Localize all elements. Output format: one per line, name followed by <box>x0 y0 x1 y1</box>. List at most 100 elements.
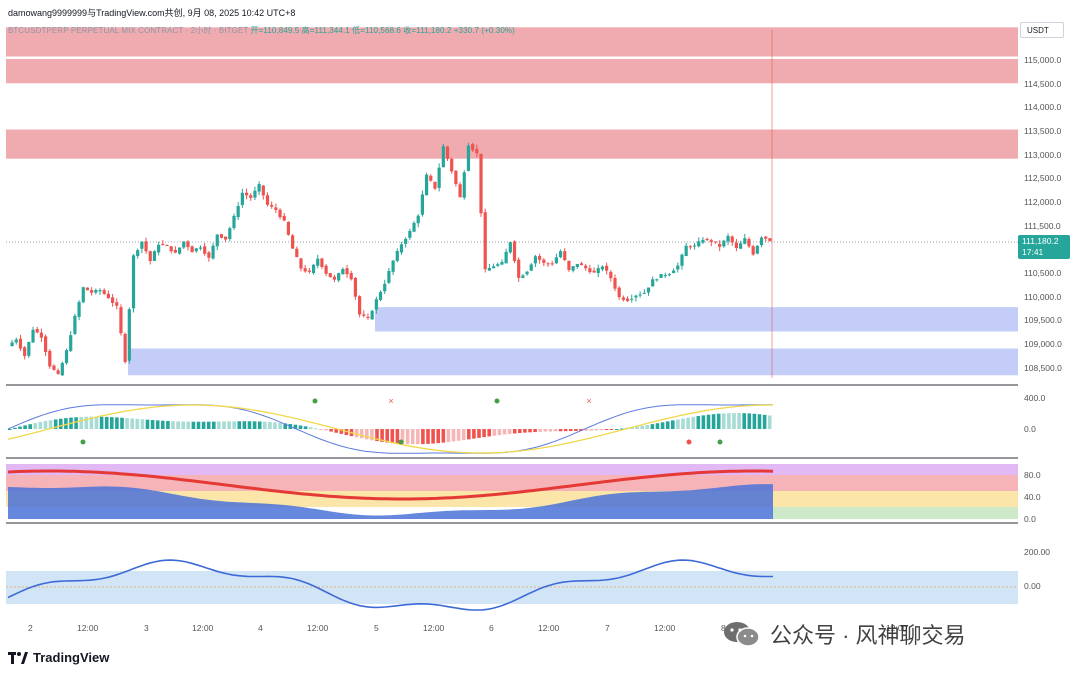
candle-body <box>249 195 253 198</box>
candle-body <box>211 245 215 259</box>
candle-body <box>667 274 672 276</box>
macd-histogram-bar <box>150 420 155 429</box>
candle-body <box>538 256 542 260</box>
symbol-info[interactable]: BTCUSDTPERP PERPETUAL MIX CONTRACT · 2小时… <box>8 25 515 36</box>
candle-body <box>43 336 48 353</box>
macd-histogram-bar <box>451 429 456 442</box>
macd-histogram-bar <box>757 414 762 429</box>
candle-body <box>441 146 445 168</box>
candle-body <box>584 265 588 269</box>
macd-histogram-bar <box>630 427 634 429</box>
macd-histogram-bar <box>767 415 772 429</box>
wechat-watermark: 公众号 · 风神聊交易 <box>722 618 966 650</box>
macd-histogram-bar <box>171 421 175 429</box>
candle-body <box>575 263 579 267</box>
macd-histogram-bar <box>523 429 527 433</box>
candle-body <box>743 238 747 244</box>
candle-body <box>617 287 621 298</box>
macd-histogram-bar <box>645 424 650 429</box>
candle-body <box>466 145 471 171</box>
candle-body <box>219 234 224 238</box>
macd-histogram-bar <box>502 429 507 435</box>
macd-histogram-bar <box>324 429 328 431</box>
candle-body <box>56 370 60 374</box>
cci-band <box>6 571 1018 604</box>
candle-body <box>182 241 186 248</box>
macd-histogram-bar <box>125 418 129 429</box>
macd-histogram-bar <box>329 429 333 432</box>
macd-histogram-bar <box>120 417 124 429</box>
symbol-name: BTCUSDTPERP PERPETUAL MIX CONTRACT · 2小时… <box>8 26 249 35</box>
macd-histogram-bar <box>18 426 22 429</box>
time-tick: 3 <box>144 623 149 633</box>
candle-body <box>157 244 161 253</box>
candle-body <box>571 266 575 271</box>
rsi-tick: 40.0 <box>1024 492 1041 502</box>
macd-histogram-bar <box>339 429 344 434</box>
candle-body <box>316 258 320 266</box>
macd-histogram-bar <box>354 429 359 438</box>
candle-body <box>240 192 244 205</box>
candle-body <box>228 228 232 239</box>
candle-body <box>324 265 328 274</box>
price-change: +330.7 (+0.30%) <box>453 26 515 35</box>
candle-body <box>374 299 378 310</box>
candle-body <box>152 251 157 261</box>
tradingview-logo[interactable]: TradingView <box>8 650 109 665</box>
candle-body <box>726 235 730 242</box>
candle-body <box>508 242 512 253</box>
candle-body <box>395 251 399 261</box>
candle-body <box>433 181 437 189</box>
macd-histogram-bar <box>528 429 532 433</box>
price-tick: 111,500.0 <box>1024 221 1061 231</box>
candle-body <box>94 289 98 293</box>
currency-selector[interactable]: USDT <box>1020 22 1064 38</box>
cci-tick: 200.00 <box>1024 547 1050 557</box>
price-axis[interactable]: 115,000.0 114,500.0 114,000.0 113,500.0 … <box>1018 20 1080 640</box>
macd-histogram-bar <box>569 429 573 432</box>
candle-body <box>370 310 374 320</box>
macd-histogram-bar <box>548 429 553 432</box>
candle-body <box>718 243 722 247</box>
macd-histogram-bar <box>390 429 395 444</box>
macd-histogram-bar <box>482 429 486 438</box>
macd-histogram-bar <box>59 418 63 429</box>
candle-body <box>764 236 768 239</box>
candle-body <box>265 195 270 205</box>
candle-body <box>521 275 525 278</box>
macd-histogram-bar <box>676 419 680 429</box>
candle-body <box>554 257 558 264</box>
macd-histogram-bar <box>135 418 140 429</box>
candle-body <box>328 273 332 278</box>
macd-histogram-bar <box>334 429 338 433</box>
candle-body <box>14 339 18 343</box>
candle-body <box>450 158 454 172</box>
macd-histogram-bar <box>237 421 242 429</box>
macd-signal-dot <box>686 439 692 445</box>
candle-body <box>404 238 408 244</box>
candle-body <box>270 204 274 207</box>
macd-histogram-bar <box>640 425 644 429</box>
candle-body <box>177 247 182 254</box>
candle-body <box>713 241 718 243</box>
rsi-panel <box>6 464 1018 519</box>
macd-histogram-bar <box>553 429 558 432</box>
rsi-overbought-band <box>6 464 1018 475</box>
candle-body <box>257 184 261 192</box>
candle-body <box>730 236 734 243</box>
macd-histogram-bar <box>48 420 53 429</box>
macd-histogram-bar <box>701 415 706 429</box>
rsi-tick: 0.0 <box>1024 514 1036 524</box>
macd-histogram-bar <box>456 429 461 441</box>
time-axis[interactable]: 2 12:00 3 12:00 4 12:00 5 12:00 6 12:00 … <box>0 623 1018 637</box>
candle-body <box>23 347 27 357</box>
macd-histogram-bar <box>283 423 287 429</box>
candle-body <box>646 287 651 293</box>
candle-body <box>471 144 475 151</box>
macd-histogram-bar <box>268 421 272 429</box>
macd-histogram-bar <box>563 429 568 432</box>
macd-histogram-bar <box>497 429 502 436</box>
candle-body <box>684 245 688 257</box>
candle-body <box>504 251 508 264</box>
